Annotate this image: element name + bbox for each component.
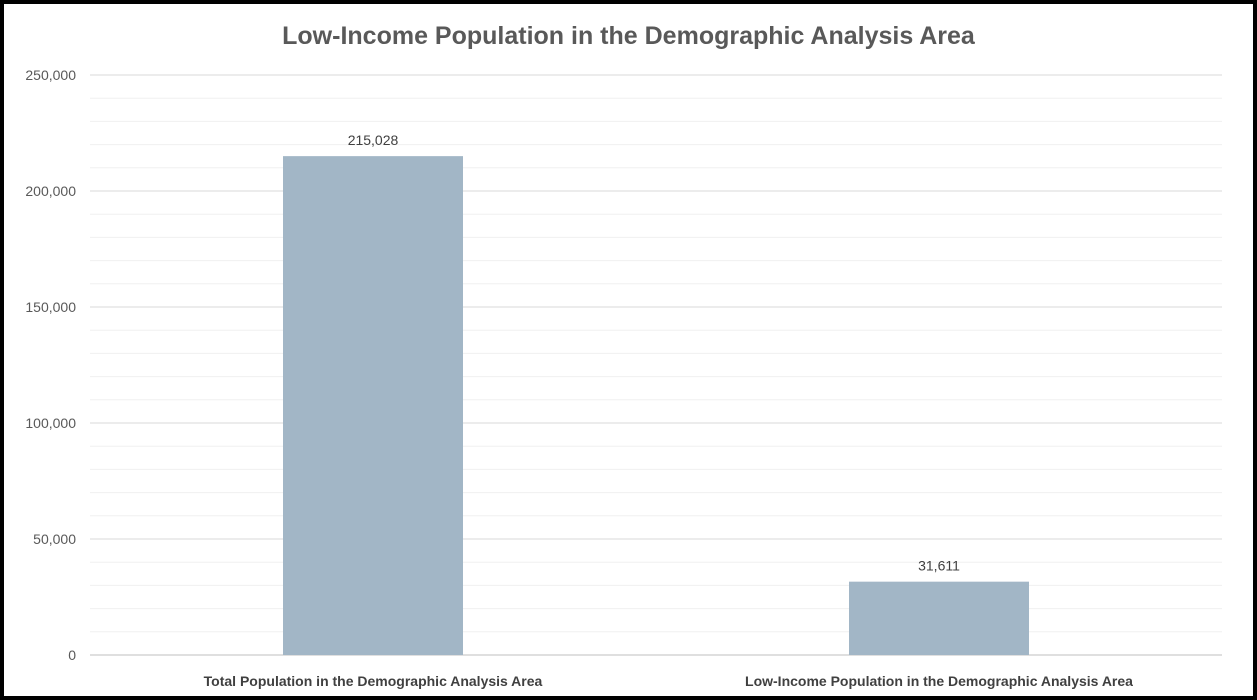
bar xyxy=(283,156,463,655)
x-axis: Total Population in the Demographic Anal… xyxy=(204,673,1133,689)
chart-title: Low-Income Population in the Demographic… xyxy=(282,22,975,50)
bar xyxy=(849,581,1029,655)
gridlines xyxy=(90,74,1222,656)
data-label: 31,611 xyxy=(918,558,960,574)
y-tick-label: 150,000 xyxy=(25,299,76,315)
x-tick-label: Total Population in the Demographic Anal… xyxy=(204,673,543,689)
bars xyxy=(283,156,1029,655)
y-tick-label: 200,000 xyxy=(25,183,76,199)
x-tick-label: Low-Income Population in the Demographic… xyxy=(745,673,1133,689)
y-tick-label: 100,000 xyxy=(25,415,76,431)
y-tick-label: 0 xyxy=(68,647,76,663)
y-tick-label: 50,000 xyxy=(33,531,76,547)
data-labels: 215,028 31,611 xyxy=(348,132,960,574)
data-label: 215,028 xyxy=(348,132,399,148)
y-axis: 0 50,000 100,000 150,000 200,000 250,000 xyxy=(25,67,76,663)
y-tick-label: 250,000 xyxy=(25,67,76,83)
